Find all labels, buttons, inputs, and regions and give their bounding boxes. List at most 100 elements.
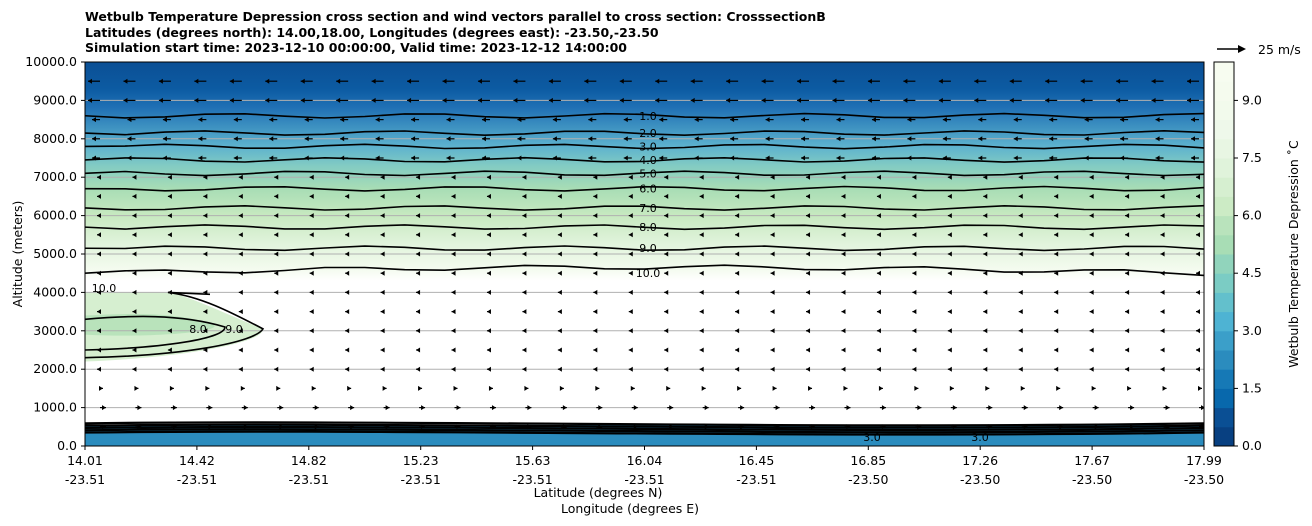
wind-arrowhead <box>770 366 775 372</box>
wind-arrowhead <box>269 136 274 142</box>
wind-arrowhead <box>628 232 633 238</box>
wind-arrowhead <box>801 136 806 142</box>
wind-arrowhead <box>167 251 172 257</box>
wind-arrowhead <box>699 270 704 276</box>
wind-arrowhead <box>522 366 527 372</box>
wind-arrowhead <box>1023 424 1028 430</box>
wind-arrowhead <box>203 174 208 180</box>
wind-arrowhead <box>1191 155 1195 161</box>
wind-arrowhead <box>836 155 841 161</box>
wind-arrowhead <box>730 136 735 142</box>
wind-arrowhead <box>867 97 872 103</box>
wind-arrowhead <box>380 366 385 372</box>
wind-arrowhead <box>988 424 993 430</box>
wind-arrowhead <box>938 78 943 84</box>
wind-arrowhead <box>876 289 881 295</box>
wind-arrowhead <box>664 328 669 334</box>
x-tick-label-lat: 16.85 <box>850 453 886 468</box>
wind-arrowhead <box>345 270 350 276</box>
wind-arrowhead <box>208 424 213 430</box>
wind-arrowhead <box>694 117 699 123</box>
wind-arrowhead <box>808 385 813 391</box>
wind-arrowhead <box>522 213 527 219</box>
wind-arrowhead <box>912 213 917 219</box>
wind-arrowhead <box>630 385 635 391</box>
wind-arrowhead <box>274 251 279 257</box>
wind-arrowhead <box>380 270 385 276</box>
wind-arrowhead <box>1160 193 1165 199</box>
wind-arrowhead <box>1045 78 1050 84</box>
colorbar-tick-label: 9.0 <box>1242 92 1262 107</box>
wind-arrowhead <box>806 193 811 199</box>
colorbar-tick-label: 7.5 <box>1242 150 1262 165</box>
wind-arrowhead <box>735 366 740 372</box>
wind-arrowhead <box>801 117 806 123</box>
x-tick-label-lon: -23.50 <box>1184 472 1224 487</box>
wind-arrowhead <box>336 97 341 103</box>
wind-arrowhead <box>309 232 314 238</box>
wind-arrowhead <box>730 117 735 123</box>
wind-arrowhead <box>557 270 562 276</box>
wind-arrowhead <box>669 405 674 411</box>
wind-arrowhead <box>375 136 380 142</box>
wind-arrowhead <box>770 309 775 315</box>
y-tick-label: 2000.0 <box>33 361 77 376</box>
wind-arrowhead <box>1151 97 1156 103</box>
wind-arrowhead <box>690 97 695 103</box>
wind-arrowhead <box>699 174 704 180</box>
wind-arrowhead <box>243 405 248 411</box>
wind-arrowhead <box>947 270 952 276</box>
y-tick-label: 9000.0 <box>33 92 77 107</box>
wind-arrowhead <box>345 174 350 180</box>
wind-arrowhead <box>552 136 557 142</box>
wind-arrowhead <box>699 251 704 257</box>
wind-arrowhead <box>167 366 172 372</box>
wind-arrowhead <box>841 309 846 315</box>
wind-arrowhead <box>269 155 274 161</box>
wind-arrowhead <box>309 213 314 219</box>
wind-arrowhead <box>557 232 562 238</box>
wind-arrowhead <box>347 385 352 391</box>
wind-arrowhead <box>416 270 421 276</box>
wind-arrowhead <box>99 385 103 391</box>
wind-arrowhead <box>274 270 279 276</box>
wind-arrowhead <box>557 328 562 334</box>
wind-arrowhead <box>162 136 167 142</box>
colorbar-band <box>1214 254 1234 274</box>
wind-arrowhead <box>775 424 780 430</box>
wind-arrowhead <box>876 347 881 353</box>
wind-arrowhead <box>380 309 385 315</box>
wind-arrowhead <box>345 366 350 372</box>
wind-arrowhead <box>557 309 562 315</box>
wind-arrowhead <box>797 97 802 103</box>
wind-arrowhead <box>451 366 456 372</box>
wind-arrowhead <box>811 424 816 430</box>
wind-arrowhead <box>486 251 491 257</box>
wind-arrowhead <box>238 347 243 353</box>
contour-label: 3.0 <box>863 431 881 444</box>
wind-arrowhead <box>1160 232 1165 238</box>
wind-arrowhead <box>588 117 593 123</box>
wind-arrowhead <box>740 405 745 411</box>
wind-arrowhead <box>97 366 101 372</box>
wind-arrowhead <box>836 136 841 142</box>
wind-arrowhead <box>350 405 355 411</box>
wind-arrowhead <box>451 347 456 353</box>
wind-arrowhead <box>623 136 628 142</box>
colorbar-band <box>1214 215 1234 236</box>
wind-arrowhead <box>486 309 491 315</box>
wind-arrowhead <box>481 117 486 123</box>
wind-arrowhead <box>735 193 740 199</box>
wind-arrowhead <box>132 347 137 353</box>
wind-arrowhead <box>203 251 208 257</box>
wind-arrowhead <box>876 193 881 199</box>
x-tick-label-lon: -23.51 <box>177 472 217 487</box>
wind-arrowhead <box>132 289 137 295</box>
colorbar-band <box>1214 196 1234 217</box>
wind-arrowhead <box>203 366 208 372</box>
wind-arrowhead <box>229 97 234 103</box>
wind-arrowhead <box>416 328 421 334</box>
wind-arrowhead <box>985 385 990 391</box>
wind-arrowhead <box>871 136 876 142</box>
wind-arrowhead <box>983 270 988 276</box>
